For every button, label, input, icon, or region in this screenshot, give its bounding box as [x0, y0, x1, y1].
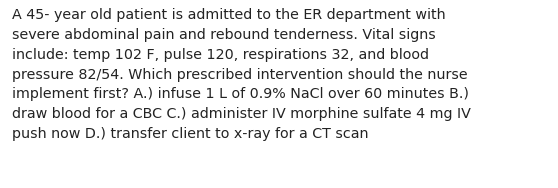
Text: A 45- year old patient is admitted to the ER department with
severe abdominal pa: A 45- year old patient is admitted to th…: [12, 8, 471, 141]
